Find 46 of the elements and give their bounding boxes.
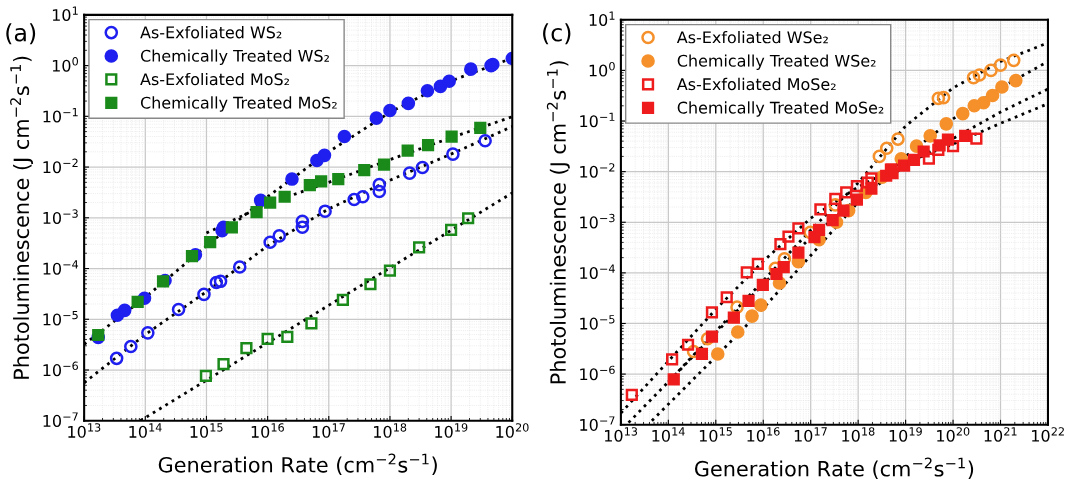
x-tick-label: 10$^{18}$: [374, 423, 407, 438]
y-tick-label: 10$^{−1}$: [580, 112, 615, 128]
y-tick-label: 10$^{−6}$: [580, 365, 615, 381]
x-tick-label: 10$^{14}$: [129, 423, 162, 438]
legend-label: As-Exfoliated WS₂: [140, 26, 282, 39]
y-tick-label: 10$^{−4}$: [43, 260, 79, 275]
y-tick-label: 10$^{−2}$: [43, 158, 78, 174]
y-tick-label: 10$^{−4}$: [580, 264, 615, 280]
y-axis-title: Photoluminescence (J cm$^{−2}$s$^{−1}$): [10, 56, 34, 379]
y-tick-label: 10$^{1}$: [589, 11, 615, 26]
y-tick-label: 10$^{−2}$: [580, 163, 615, 178]
x-tick-label: 10$^{21}$: [984, 427, 1017, 442]
y-tick-label: 10$^{−1}$: [43, 108, 78, 123]
x-tick-label: 10$^{15}$: [190, 423, 223, 438]
y-axis-title: Photoluminescence (J cm$^{−2}$s$^{−1}$): [546, 61, 570, 384]
x-tick-label: 10$^{16}$: [747, 427, 780, 442]
x-tick-label: 10$^{19}$: [435, 423, 468, 438]
chart-title: (a): [6, 23, 36, 45]
legend-label: Chemically Treated MoSe₂: [677, 101, 884, 117]
y-tick-label: 10$^{0}$: [589, 61, 615, 77]
y-tick-label: 10$^{−3}$: [580, 213, 615, 229]
y-tick-label: 10$^{1}$: [52, 6, 78, 22]
y-tick-label: 10$^{−3}$: [43, 209, 78, 224]
x-tick-label: 10$^{22}$: [1032, 427, 1064, 442]
x-tick-label: 10$^{17}$: [312, 423, 345, 438]
legend-label: As-Exfoliated MoS₂: [140, 72, 290, 86]
x-tick-label: 10$^{19}$: [889, 427, 922, 442]
x-tick-label: 10$^{17}$: [794, 427, 827, 442]
y-tick-label: 10$^{−5}$: [43, 310, 78, 326]
legend-label: As-Exfoliated WSe₂: [676, 30, 828, 44]
y-tick-label: 10$^{0}$: [52, 57, 79, 72]
x-tick-label: 10$^{20}$: [496, 423, 529, 438]
x-tick-label: 10$^{16}$: [251, 423, 284, 438]
chart-title: (c): [543, 23, 571, 45]
x-tick-label: 10$^{15}$: [699, 427, 732, 442]
legend-label: Chemically Treated WSe₂: [677, 54, 876, 70]
x-axis-title: Generation Rate (cm$^{−2}$s$^{−1}$): [158, 453, 437, 476]
legend-label: Chemically Treated WS₂: [140, 49, 329, 65]
x-tick-label: 10$^{14}$: [652, 427, 685, 442]
legend-label: As-Exfoliated MoSe₂: [676, 77, 836, 91]
legend-label: Chemically Treated MoS₂: [140, 96, 337, 112]
y-tick-label: 10$^{−6}$: [43, 361, 78, 377]
x-axis-title: Generation Rate (cm$^{−2}$s$^{−1}$): [694, 457, 974, 480]
x-tick-label: 10$^{18}$: [842, 427, 875, 442]
y-tick-label: 10$^{−5}$: [580, 315, 615, 330]
x-tick-label: 10$^{20}$: [937, 427, 970, 442]
